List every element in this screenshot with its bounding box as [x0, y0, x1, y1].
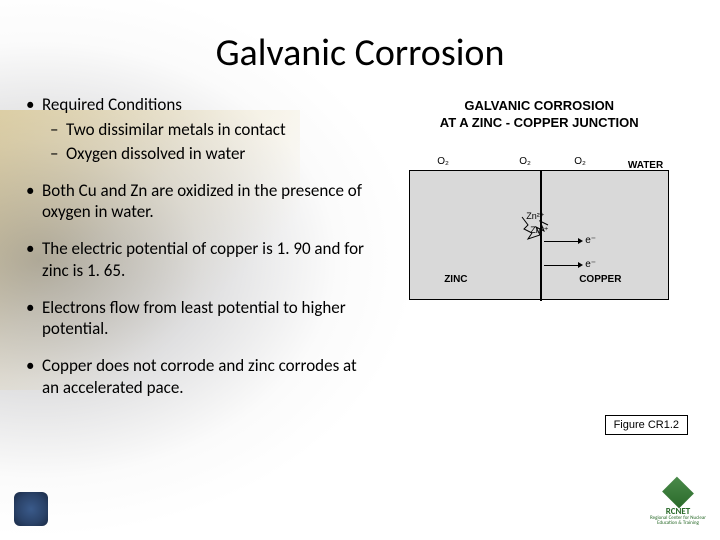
label-copper: COPPER: [579, 274, 621, 285]
bullet-text: Required Conditions: [42, 94, 182, 115]
label-zinc: ZINC: [444, 274, 467, 285]
label-electron: e⁻: [585, 259, 596, 270]
bullet-column: Required Conditions Two dissimilar metal…: [20, 94, 368, 414]
bullet-item: Electrons flow from least potential to h…: [20, 297, 368, 340]
label-o2: O₂: [437, 156, 449, 167]
arrow-head-icon: [578, 262, 583, 268]
bullet-item: The electric potential of copper is 1. 9…: [20, 238, 368, 281]
diagram-column: GALVANIC CORROSION AT A ZINC - COPPER JU…: [378, 94, 700, 414]
label-zn-ion: Zn²⁺: [530, 225, 548, 236]
slide-container: Galvanic Corrosion Required Conditions T…: [0, 0, 720, 540]
electron-arrow: [544, 265, 578, 266]
diagram-figure: O₂ O₂ O₂ WATER Zn²⁺ Zn²⁺ e⁻ e⁻: [399, 142, 679, 312]
sub-item: Oxygen dissolved in water: [42, 143, 368, 164]
diagram-title-line2: AT A ZINC - COPPER JUNCTION: [440, 115, 639, 130]
sub-list: Two dissimilar metals in contact Oxygen …: [42, 119, 368, 164]
slide-title: Galvanic Corrosion: [20, 30, 700, 76]
figure-reference: Figure CR1.2: [605, 415, 688, 435]
rcnet-diamond-icon: [662, 477, 694, 509]
rcnet-sub: Regional Center for Nuclear Education & …: [650, 516, 706, 526]
bullet-item: Required Conditions Two dissimilar metal…: [20, 94, 368, 164]
label-electron: e⁻: [585, 235, 596, 246]
label-zn-ion: Zn²⁺: [526, 211, 544, 222]
bullet-item: Copper does not corrode and zinc corrode…: [20, 355, 368, 398]
label-o2: O₂: [519, 156, 531, 167]
diagram-title: GALVANIC CORROSION AT A ZINC - COPPER JU…: [378, 98, 700, 132]
content-area: Required Conditions Two dissimilar metal…: [20, 94, 700, 414]
electron-arrow: [544, 241, 578, 242]
sub-item: Two dissimilar metals in contact: [42, 119, 368, 140]
arrow-head-icon: [578, 238, 583, 244]
bullet-list: Required Conditions Two dissimilar metal…: [20, 94, 368, 398]
footer-logo: RCNET Regional Center for Nuclear Educat…: [650, 482, 706, 526]
footer-badge-icon: [14, 492, 48, 526]
bullet-item: Both Cu and Zn are oxidized in the prese…: [20, 180, 368, 223]
diagram-title-line1: GALVANIC CORROSION: [464, 98, 614, 113]
label-o2: O₂: [574, 156, 586, 167]
